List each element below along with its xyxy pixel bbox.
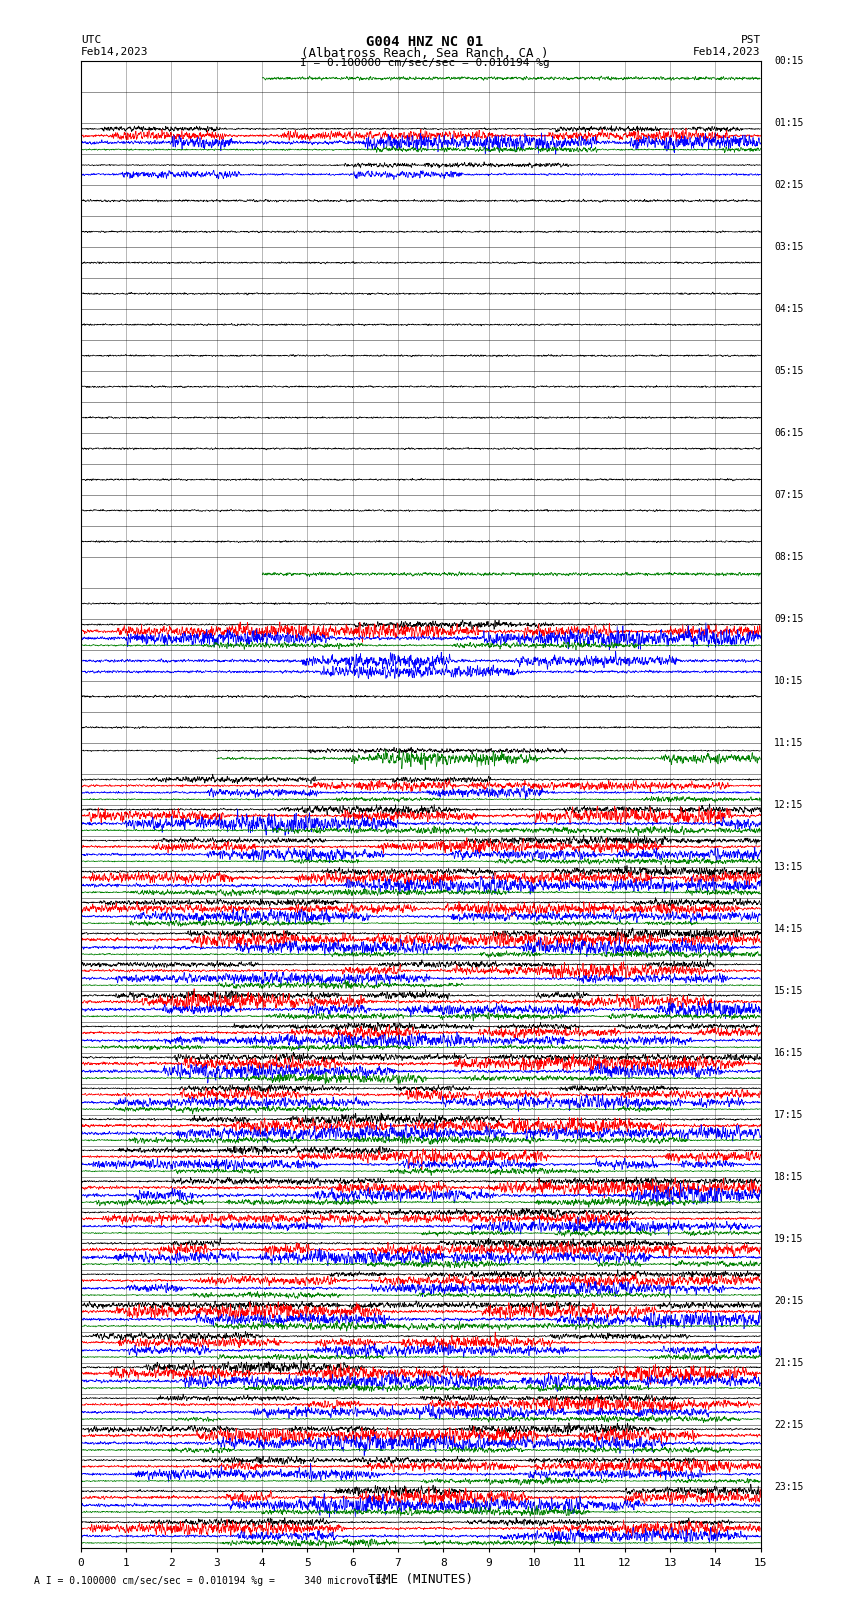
- Text: 03:15: 03:15: [774, 242, 804, 252]
- Text: 02:15: 02:15: [774, 181, 804, 190]
- Text: 18:15: 18:15: [774, 1171, 804, 1182]
- Text: 09:15: 09:15: [774, 615, 804, 624]
- Text: 16:15: 16:15: [774, 1048, 804, 1058]
- Text: (Albatross Reach, Sea Ranch, CA ): (Albatross Reach, Sea Ranch, CA ): [301, 47, 549, 60]
- Text: 07:15: 07:15: [774, 490, 804, 500]
- Text: 15:15: 15:15: [774, 986, 804, 995]
- Text: G004 HNZ NC 01: G004 HNZ NC 01: [366, 35, 484, 50]
- Text: 05:15: 05:15: [774, 366, 804, 376]
- Text: UTC: UTC: [81, 35, 101, 45]
- Text: I = 0.100000 cm/sec/sec = 0.010194 %g: I = 0.100000 cm/sec/sec = 0.010194 %g: [300, 58, 550, 68]
- Text: 11:15: 11:15: [774, 737, 804, 748]
- Text: A I = 0.100000 cm/sec/sec = 0.010194 %g =     340 microvolts.: A I = 0.100000 cm/sec/sec = 0.010194 %g …: [34, 1576, 393, 1586]
- X-axis label: TIME (MINUTES): TIME (MINUTES): [368, 1573, 473, 1586]
- Text: 19:15: 19:15: [774, 1234, 804, 1244]
- Text: 08:15: 08:15: [774, 552, 804, 561]
- Text: Feb14,2023: Feb14,2023: [81, 47, 148, 56]
- Text: 20:15: 20:15: [774, 1295, 804, 1305]
- Text: 13:15: 13:15: [774, 861, 804, 873]
- Text: 06:15: 06:15: [774, 427, 804, 439]
- Text: 22:15: 22:15: [774, 1419, 804, 1429]
- Text: 23:15: 23:15: [774, 1481, 804, 1492]
- Text: 04:15: 04:15: [774, 305, 804, 315]
- Text: 10:15: 10:15: [774, 676, 804, 686]
- Text: 00:15: 00:15: [774, 56, 804, 66]
- Text: 01:15: 01:15: [774, 118, 804, 129]
- Text: PST: PST: [740, 35, 761, 45]
- Text: 21:15: 21:15: [774, 1358, 804, 1368]
- Text: 17:15: 17:15: [774, 1110, 804, 1119]
- Text: 14:15: 14:15: [774, 924, 804, 934]
- Text: 12:15: 12:15: [774, 800, 804, 810]
- Text: Feb14,2023: Feb14,2023: [694, 47, 761, 56]
